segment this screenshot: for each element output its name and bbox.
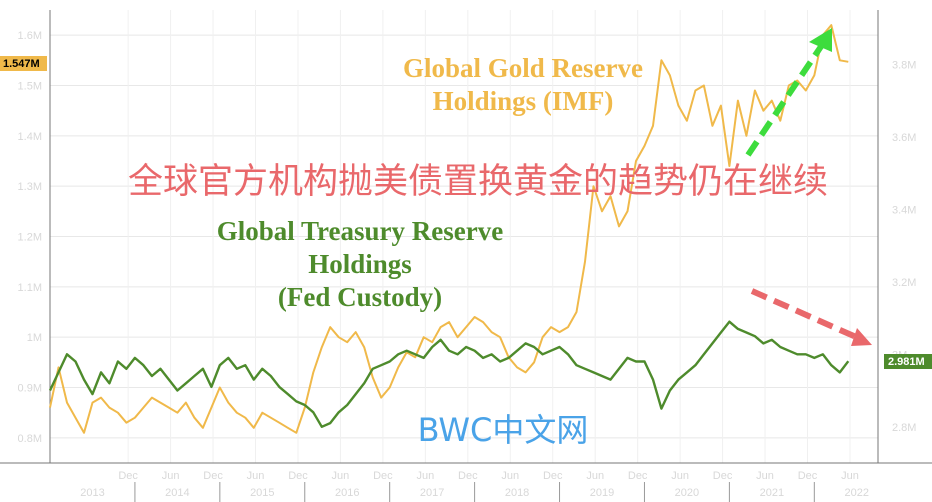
x-year-label: 2015 [250, 487, 274, 499]
x-tick-label: Dec [203, 470, 223, 482]
treasury-label-line3: (Fed Custody) [278, 282, 442, 312]
x-tick-label: Dec [543, 470, 563, 482]
right-badge-box [884, 354, 932, 369]
right-badge-text: 2.981M [888, 356, 925, 368]
x-year-label: 2016 [335, 487, 359, 499]
x-tick-label: Jun [586, 470, 604, 482]
gold-label-line1: Global Gold Reserve [403, 53, 643, 83]
right-tick-label: 3.2M [892, 277, 916, 289]
treasury-annotation: Global Treasury Reserve Holdings (Fed Cu… [217, 216, 503, 312]
x-tick-label: Jun [756, 470, 774, 482]
x-tick-label: Jun [247, 470, 265, 482]
treasury-series-line [48, 320, 850, 428]
x-year-label: 2013 [80, 487, 104, 499]
green-arrowhead [809, 28, 832, 52]
cn-title: 全球官方机构抛美债置换黄金的趋势仍在继续 [128, 162, 828, 202]
left-tick-label: 1.5M [18, 81, 42, 93]
left-tick-label: 1.1M [18, 282, 42, 294]
x-year-label: 2022 [845, 487, 869, 499]
x-tick-label: Dec [458, 470, 478, 482]
treasury-label-line2: Holdings [308, 249, 412, 279]
right-value-badge: 2.981M [884, 354, 932, 369]
green-trend-arrow [745, 28, 832, 157]
x-tick-label: Jun [416, 470, 434, 482]
red-arrow-shaft [750, 288, 858, 340]
left-tick-label: 1.2M [18, 232, 42, 244]
x-year-label: 2019 [590, 487, 614, 499]
x-year-label: 2020 [675, 487, 699, 499]
green-arrow-shaft [745, 43, 825, 157]
x-tick-label: Jun [841, 470, 859, 482]
x-year-label: 2017 [420, 487, 444, 499]
red-trend-arrow [750, 288, 872, 346]
x-tick-label: Jun [501, 470, 519, 482]
gold-series-line [49, 24, 849, 434]
left-tick-label: 0.8M [18, 433, 42, 445]
gold-label-line2: Holdings (IMF) [433, 86, 614, 116]
left-badge-box [0, 56, 47, 71]
watermark: BWC中文网 [418, 411, 589, 449]
x-tick-label: Dec [288, 470, 308, 482]
x-year-label: 2018 [505, 487, 529, 499]
right-tick-label: 3.6M [892, 132, 916, 144]
red-arrowhead [851, 328, 872, 346]
right-tick-label: 3.4M [892, 204, 916, 216]
left-badge-text: 1.547M [3, 58, 40, 70]
left-tick-label: 1.6M [18, 30, 42, 42]
left-axis: 0.8M 0.9M 1M 1.1M 1.2M 1.3M 1.4M 1.5M 1.6M [18, 10, 51, 463]
left-tick-label: 0.9M [18, 383, 42, 395]
x-tick-label: Jun [671, 470, 689, 482]
left-tick-label: 1M [27, 332, 42, 344]
right-axis: 2.8M3M3.2M3.4M3.6M3.8M [877, 10, 916, 463]
left-tick-label: 1.3M [18, 181, 42, 193]
gold-annotation: Global Gold Reserve Holdings (IMF) [403, 53, 643, 116]
right-tick-label: 3.8M [892, 59, 916, 71]
x-tick-label: Jun [162, 470, 180, 482]
grid-lines [50, 10, 878, 463]
x-tick-label: Dec [373, 470, 393, 482]
left-tick-label: 1.4M [18, 131, 42, 143]
x-year-label: 2014 [165, 487, 189, 499]
x-tick-label: Dec [628, 470, 648, 482]
right-tick-label: 2.8M [892, 422, 916, 434]
x-axis: Dec Jun Dec Jun Dec Jun Dec Jun Dec Jun Dec Jun Dec J… [0, 462, 932, 502]
x-tick-label: Dec [118, 470, 138, 482]
series-layer [48, 24, 850, 434]
x-tick-label: Dec [713, 470, 733, 482]
x-year-label: 2021 [760, 487, 784, 499]
x-tick-label: Jun [332, 470, 350, 482]
x-tick-label: Dec [798, 470, 818, 482]
left-value-badge: 1.547M [0, 56, 47, 71]
treasury-label-line1: Global Treasury Reserve [217, 216, 503, 246]
